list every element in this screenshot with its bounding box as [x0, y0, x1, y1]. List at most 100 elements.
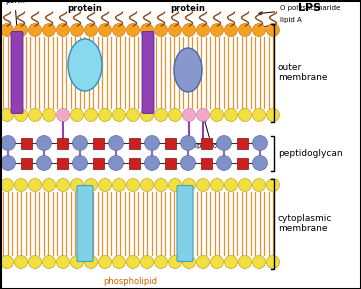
Ellipse shape	[68, 39, 102, 91]
Circle shape	[36, 136, 52, 151]
Text: protein: protein	[68, 4, 103, 13]
Circle shape	[169, 255, 182, 268]
Circle shape	[0, 155, 16, 171]
Circle shape	[113, 108, 126, 121]
Circle shape	[210, 255, 223, 268]
Circle shape	[57, 23, 70, 36]
Circle shape	[169, 23, 182, 36]
Circle shape	[239, 179, 252, 192]
Circle shape	[196, 179, 209, 192]
Text: protein: protein	[170, 4, 205, 13]
Circle shape	[169, 179, 182, 192]
FancyBboxPatch shape	[11, 32, 23, 114]
Circle shape	[266, 23, 279, 36]
Circle shape	[169, 108, 182, 121]
Circle shape	[140, 255, 153, 268]
Circle shape	[43, 255, 56, 268]
Circle shape	[14, 23, 27, 36]
Circle shape	[14, 179, 27, 192]
Circle shape	[29, 179, 42, 192]
Circle shape	[239, 255, 252, 268]
Circle shape	[252, 23, 265, 36]
Circle shape	[155, 23, 168, 36]
Bar	[129, 158, 139, 168]
FancyBboxPatch shape	[177, 186, 193, 262]
Circle shape	[180, 155, 196, 171]
Circle shape	[239, 23, 252, 36]
Circle shape	[99, 255, 112, 268]
Circle shape	[73, 155, 87, 171]
Circle shape	[252, 108, 265, 121]
Bar	[21, 158, 31, 168]
Circle shape	[180, 136, 196, 151]
Circle shape	[266, 179, 279, 192]
Bar	[129, 138, 139, 149]
Circle shape	[0, 23, 13, 36]
Bar	[21, 138, 31, 149]
Circle shape	[109, 155, 123, 171]
Circle shape	[210, 179, 223, 192]
Circle shape	[239, 108, 252, 121]
Circle shape	[84, 108, 97, 121]
Circle shape	[0, 255, 13, 268]
Circle shape	[36, 155, 52, 171]
Circle shape	[113, 179, 126, 192]
Circle shape	[144, 136, 160, 151]
Text: peptidoglycan: peptidoglycan	[278, 149, 343, 158]
Text: lipoprotein: lipoprotein	[193, 119, 231, 149]
Circle shape	[84, 23, 97, 36]
Circle shape	[196, 255, 209, 268]
Circle shape	[126, 255, 139, 268]
Circle shape	[99, 179, 112, 192]
Circle shape	[73, 136, 87, 151]
Text: porin: porin	[5, 0, 25, 27]
Circle shape	[70, 108, 83, 121]
Circle shape	[57, 255, 70, 268]
Circle shape	[196, 108, 209, 121]
Circle shape	[99, 23, 112, 36]
Circle shape	[217, 136, 231, 151]
Circle shape	[183, 23, 196, 36]
Bar	[200, 138, 212, 149]
Circle shape	[252, 155, 268, 171]
Text: cytoplasmic
membrane: cytoplasmic membrane	[278, 214, 332, 233]
Circle shape	[0, 179, 13, 192]
Circle shape	[57, 108, 70, 121]
Circle shape	[70, 179, 83, 192]
Circle shape	[126, 108, 139, 121]
Bar	[236, 138, 248, 149]
Circle shape	[252, 255, 265, 268]
Circle shape	[84, 255, 97, 268]
Circle shape	[14, 255, 27, 268]
Circle shape	[0, 136, 16, 151]
Bar	[200, 158, 212, 168]
Circle shape	[155, 108, 168, 121]
Circle shape	[210, 108, 223, 121]
Circle shape	[155, 255, 168, 268]
Circle shape	[99, 108, 112, 121]
Circle shape	[43, 23, 56, 36]
Circle shape	[183, 108, 196, 121]
FancyBboxPatch shape	[77, 186, 93, 262]
Circle shape	[225, 179, 238, 192]
Circle shape	[43, 179, 56, 192]
Circle shape	[140, 23, 153, 36]
Circle shape	[144, 155, 160, 171]
Circle shape	[225, 255, 238, 268]
Circle shape	[113, 23, 126, 36]
Circle shape	[140, 179, 153, 192]
Bar	[57, 138, 68, 149]
FancyBboxPatch shape	[142, 32, 154, 114]
Circle shape	[84, 179, 97, 192]
Circle shape	[126, 179, 139, 192]
Bar	[165, 158, 175, 168]
Circle shape	[43, 108, 56, 121]
Circle shape	[210, 23, 223, 36]
Circle shape	[29, 23, 42, 36]
Circle shape	[126, 23, 139, 36]
Bar	[92, 158, 104, 168]
Circle shape	[113, 255, 126, 268]
Circle shape	[252, 179, 265, 192]
Circle shape	[70, 23, 83, 36]
Circle shape	[109, 136, 123, 151]
